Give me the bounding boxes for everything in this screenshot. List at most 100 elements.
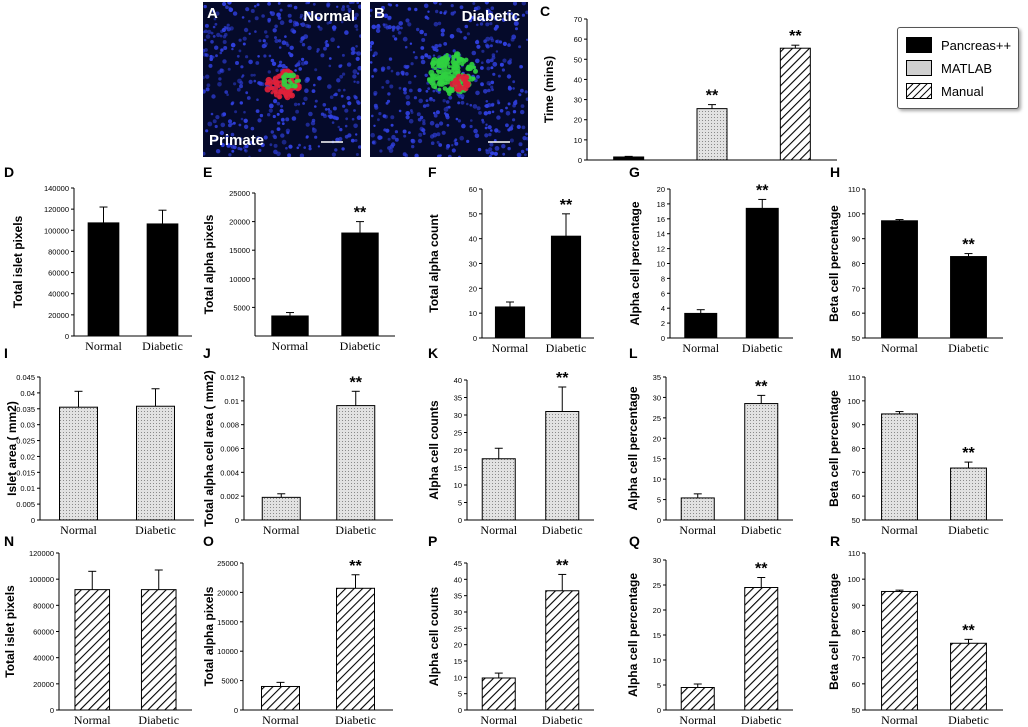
nucleus: [346, 4, 350, 9]
bar: [881, 590, 918, 711]
nucleus: [347, 7, 352, 12]
nucleus: [424, 53, 429, 58]
nucleus: [413, 75, 417, 78]
islet-cell: [455, 70, 459, 75]
y-tick-label: 10000: [217, 647, 238, 656]
nucleus: [526, 38, 528, 41]
y-tick-label: 20: [469, 284, 477, 293]
bar: [271, 315, 309, 337]
y-tick-label: 0: [31, 516, 35, 525]
legend-item: MATLAB: [906, 59, 992, 77]
nucleus: [243, 110, 246, 114]
nucleus: [203, 151, 206, 156]
nucleus: [469, 103, 473, 107]
micrograph-panel-letter: B: [374, 5, 385, 22]
x-tick-label: Diabetic: [542, 523, 583, 537]
micrograph-diabetic: B Diabetic: [370, 2, 528, 157]
y-tick-label: 35: [454, 394, 462, 403]
nucleus: [421, 38, 426, 42]
islet-cell: [447, 65, 451, 69]
y-axis-label: Total alpha pixels: [202, 586, 216, 686]
islet-cell: [266, 79, 271, 85]
nucleus: [344, 124, 348, 128]
chart-panel-f: F 0 10 20 30 40 50 60 Total alpha count Normal ** D…: [427, 164, 594, 355]
nucleus: [408, 88, 413, 93]
y-axis-label: Alpha cell percentage: [626, 386, 640, 510]
nucleus: [489, 58, 494, 63]
nucleus: [416, 112, 421, 117]
y-tick-label: 140000: [44, 184, 69, 193]
bar: [140, 589, 177, 711]
significance-mark: **: [755, 561, 768, 578]
islet-cell: [451, 57, 455, 61]
y-tick-label: 35: [454, 592, 462, 601]
chart-panel-e: E 5000 10000 15000 20000 25000 Total alpha pix…: [202, 164, 395, 353]
y-tick-label: 0: [65, 332, 69, 341]
nucleus: [207, 121, 213, 127]
bar: [881, 220, 918, 339]
nucleus: [501, 68, 505, 72]
nucleus: [206, 83, 211, 88]
nucleus: [438, 143, 443, 147]
nucleus: [481, 118, 484, 122]
y-tick-label: 25: [454, 624, 462, 633]
nucleus: [422, 119, 426, 123]
islet-cell: [272, 75, 279, 82]
nucleus: [254, 16, 259, 21]
nucleus: [224, 32, 228, 37]
nucleus: [471, 50, 477, 56]
nucleus: [439, 11, 443, 15]
nucleus: [435, 110, 440, 115]
micrograph-sublabel: Primate: [209, 132, 265, 149]
bar: [481, 458, 516, 521]
y-tick-label: 60: [852, 309, 860, 318]
nucleus: [300, 36, 305, 41]
nucleus: [220, 48, 224, 52]
nucleus: [308, 111, 313, 117]
nucleus: [302, 102, 305, 105]
nucleus: [395, 4, 399, 7]
y-tick-label: 15000: [229, 246, 250, 255]
nucleus: [212, 25, 216, 29]
bar: [613, 156, 645, 161]
nucleus: [501, 144, 506, 149]
nucleus: [235, 61, 239, 65]
nucleus: [269, 11, 273, 14]
y-tick-label: 20: [454, 641, 462, 650]
nucleus: [308, 147, 312, 151]
y-tick-label: 50: [574, 55, 582, 64]
nucleus: [457, 119, 461, 123]
x-tick-label: Normal: [74, 713, 111, 727]
nucleus: [286, 131, 290, 135]
nucleus: [451, 144, 454, 147]
nucleus: [345, 117, 349, 121]
nucleus: [305, 23, 310, 28]
nucleus: [214, 22, 218, 26]
nucleus: [324, 108, 328, 111]
islet-cell: [452, 77, 460, 84]
legend-label: MATLAB: [941, 60, 993, 76]
nucleus: [331, 152, 336, 157]
nucleus: [332, 106, 337, 111]
x-tick-label: Diabetic: [741, 523, 782, 537]
nucleus: [521, 125, 526, 130]
y-tick-label: 0: [234, 706, 238, 715]
nucleus: [442, 99, 446, 103]
nucleus: [470, 119, 473, 122]
nucleus: [525, 132, 528, 136]
legend-swatch-hatched: [906, 83, 932, 99]
nucleus: [314, 13, 318, 17]
nucleus: [433, 111, 436, 115]
nucleus: [351, 117, 355, 121]
nucleus: [273, 143, 278, 148]
nucleus: [392, 34, 395, 38]
y-tick-label: 0.01: [20, 484, 35, 493]
nucleus: [355, 51, 358, 55]
nucleus: [398, 109, 402, 113]
y-tick-label: 5: [458, 690, 462, 699]
nucleus: [222, 112, 227, 117]
nucleus: [209, 57, 213, 61]
islet-cell: [283, 72, 289, 79]
nucleus: [320, 53, 325, 58]
islet-cell: [445, 53, 449, 57]
